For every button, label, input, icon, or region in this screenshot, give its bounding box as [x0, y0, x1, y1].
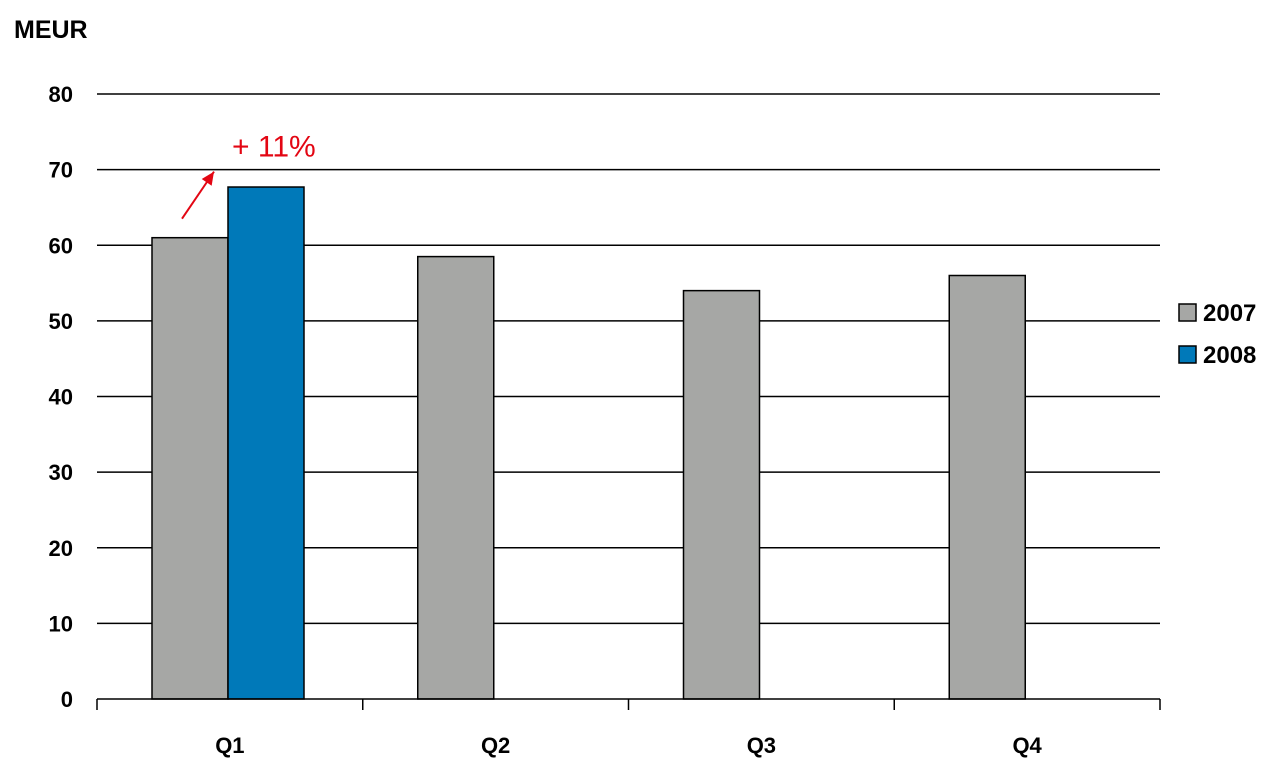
y-tick-label: 30: [49, 460, 73, 485]
legend-label-2007: 2007: [1203, 300, 1256, 327]
y-tick-label: 0: [61, 687, 73, 712]
legend-label-2008: 2008: [1203, 342, 1256, 369]
x-tick-label: Q4: [1012, 733, 1042, 758]
x-tick-label: Q3: [747, 733, 776, 758]
legend-swatch-2008: [1178, 345, 1197, 364]
annotation: + 11%: [181, 131, 316, 220]
y-tick-label: 40: [49, 385, 73, 410]
bar-2007-Q4: [948, 274, 1026, 700]
unit-label: MEUR: [14, 16, 88, 44]
bar-2008-Q1: [227, 186, 305, 700]
annotation-label: + 11%: [232, 131, 316, 164]
bars: [151, 186, 1026, 700]
y-tick-label: 60: [49, 233, 73, 258]
legend-swatch-2007: [1178, 303, 1197, 322]
x-tick-label: Q1: [215, 733, 244, 758]
bar-2007-Q3: [682, 289, 761, 700]
x-tick-label: Q2: [481, 733, 510, 758]
bar-2007-Q1: [151, 236, 229, 700]
y-tick-label: 80: [49, 82, 73, 107]
legend: 2007 2008: [1178, 300, 1256, 369]
y-tick-label: 20: [49, 536, 73, 561]
y-tick-label: 70: [49, 158, 73, 183]
bar-2007-Q2: [417, 255, 495, 700]
axes: 0 10 20 30 40 50 60 70 80 Q1 Q2 Q3 Q4: [49, 82, 1161, 758]
y-tick-label: 50: [49, 309, 73, 334]
y-tick-label: 10: [49, 611, 73, 636]
annotation-arrow-head: [201, 171, 214, 186]
